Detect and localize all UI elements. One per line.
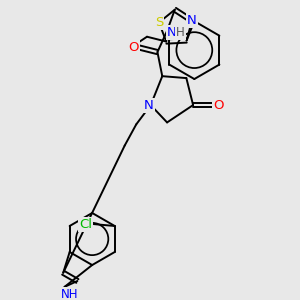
Text: S: S [155,16,163,29]
Text: O: O [213,99,224,112]
Text: Cl: Cl [79,218,92,231]
Text: N: N [167,26,177,39]
Text: N: N [144,99,154,112]
Text: O: O [128,41,139,54]
Text: H: H [176,26,185,39]
Text: N: N [187,14,197,27]
Text: NH: NH [61,288,78,300]
